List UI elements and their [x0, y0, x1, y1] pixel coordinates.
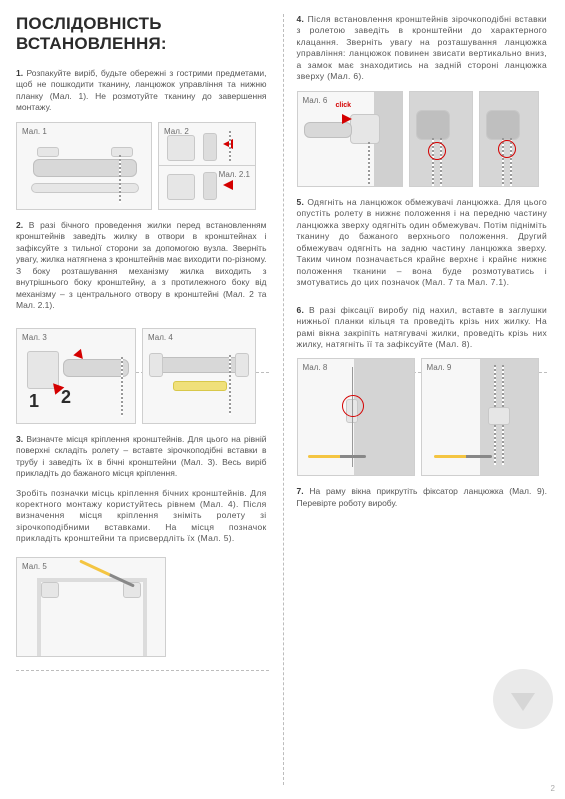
figure-1-caption: Мал. 1 — [22, 127, 47, 136]
figure-71: Мал. 7.1 — [479, 91, 539, 187]
figure-9: Мал. 9 — [421, 358, 539, 476]
step-5-text: 5. Одягніть на ланцюжок обмежувачі ланцю… — [297, 197, 548, 289]
figure-1: Мал. 1 — [16, 122, 152, 210]
watermark-icon — [493, 669, 553, 729]
step-6-body: В разі фіксації виробу під нахил, вставт… — [297, 305, 548, 349]
figrow-8-9: Мал. 8 Мал. 9 — [297, 358, 548, 476]
step-6-text: 6. В разі фіксації виробу під нахил, вст… — [297, 305, 548, 351]
step-4-text: 4. Після встановлення кронштейнів зірочк… — [297, 14, 548, 83]
figure-2-21: Мал. 2 Мал. 2.1 — [158, 122, 256, 210]
figrow-3-4: Мал. 3 1 2 Мал. 4 — [16, 328, 267, 424]
figrow-1-2: Мал. 1 Мал. 2 Мал. 2.1 — [16, 122, 267, 210]
step-7-body: На раму вікна прикрутіть фіксатор ланцюж… — [297, 486, 547, 507]
step-3b-text: Зробіть позначки місць кріплення бічних … — [16, 488, 267, 545]
figure-21-caption: Мал. 2.1 — [219, 170, 250, 179]
figure-8: Мал. 8 — [297, 358, 415, 476]
step-1-text: 1. Розпакуйте виріб, будьте обережні з г… — [16, 68, 267, 114]
figure-3-caption: Мал. 3 — [22, 333, 47, 342]
step-3-body: Визначте місця кріплення кронштейнів. Дл… — [16, 434, 267, 478]
figure-4: Мал. 4 — [142, 328, 256, 424]
figure-4-caption: Мал. 4 — [148, 333, 173, 342]
step-3-num: 3. — [16, 434, 23, 444]
step-5-num: 5. — [297, 197, 305, 207]
step-7-num: 7. — [297, 486, 304, 496]
step-4-num: 4. — [297, 14, 305, 24]
page-title: ПОСЛІДОВНІСТЬ ВСТАНОВЛЕННЯ: — [16, 14, 267, 54]
step-1-num: 1. — [16, 68, 23, 78]
vertical-divider — [283, 14, 284, 785]
figure-6: Мал. 6 click — [297, 91, 403, 187]
figrow-6-7: Мал. 6 click Мал. 7 Мал. 7.1 — [297, 91, 548, 187]
step-3-text: 3. Визначте місця кріплення кронштейнів.… — [16, 434, 267, 480]
step-6-num: 6. — [297, 305, 305, 315]
divider-l2 — [16, 670, 269, 671]
left-column: ПОСЛІДОВНІСТЬ ВСТАНОВЛЕННЯ: 1. Розпакуйт… — [0, 0, 283, 799]
figrow-5: Мал. 5 — [16, 557, 267, 657]
figure-5-caption: Мал. 5 — [22, 562, 47, 571]
step-2-text: 2. В разі бічного проведення жилки перед… — [16, 220, 267, 312]
step-1-body: Розпакуйте виріб, будьте обережні з гост… — [16, 68, 267, 112]
step-4-body: Після встановлення кронштейнів зірочкопо… — [297, 14, 548, 81]
figure-8-caption: Мал. 8 — [303, 363, 328, 372]
page-number: 2 — [551, 784, 555, 793]
step-5-body: Одягніть на ланцюжок обмежувачі ланцюжка… — [297, 197, 548, 287]
page: ПОСЛІДОВНІСТЬ ВСТАНОВЛЕННЯ: 1. Розпакуйт… — [0, 0, 565, 799]
step-7-text: 7. На раму вікна прикрутіть фіксатор лан… — [297, 486, 548, 509]
step-2-body: В разі бічного проведення жилки перед вс… — [16, 220, 267, 310]
figure-3: Мал. 3 1 2 — [16, 328, 136, 424]
click-label: click — [336, 102, 352, 109]
figure-6-caption: Мал. 6 — [303, 96, 328, 105]
step-2-num: 2. — [16, 220, 23, 230]
figure-7: Мал. 7 — [409, 91, 473, 187]
figure-5: Мал. 5 — [16, 557, 166, 657]
figure-9-caption: Мал. 9 — [427, 363, 452, 372]
